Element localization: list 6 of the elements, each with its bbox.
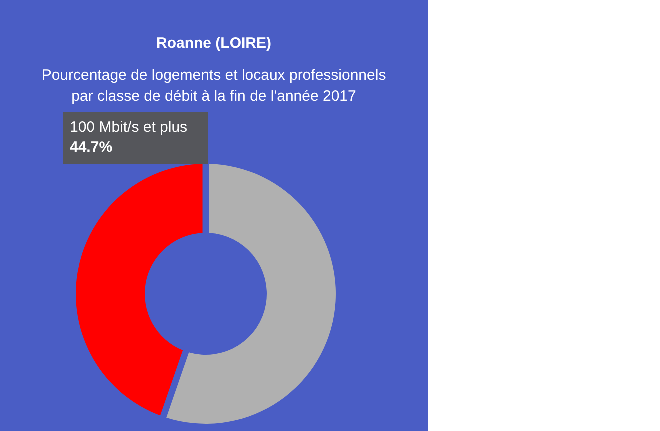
data-label: 44.7% [70, 139, 113, 156]
donut-slice [76, 164, 203, 416]
slice-label: 100 Mbit/s et plus [70, 119, 188, 136]
chart-subtitle: Pourcentage de logements et locaux professionnels par classe de débit à la fin de l'année 2017 [42, 67, 386, 105]
chart-title: Roanne (LOIRE) [156, 35, 272, 52]
donut-slice [166, 164, 336, 424]
